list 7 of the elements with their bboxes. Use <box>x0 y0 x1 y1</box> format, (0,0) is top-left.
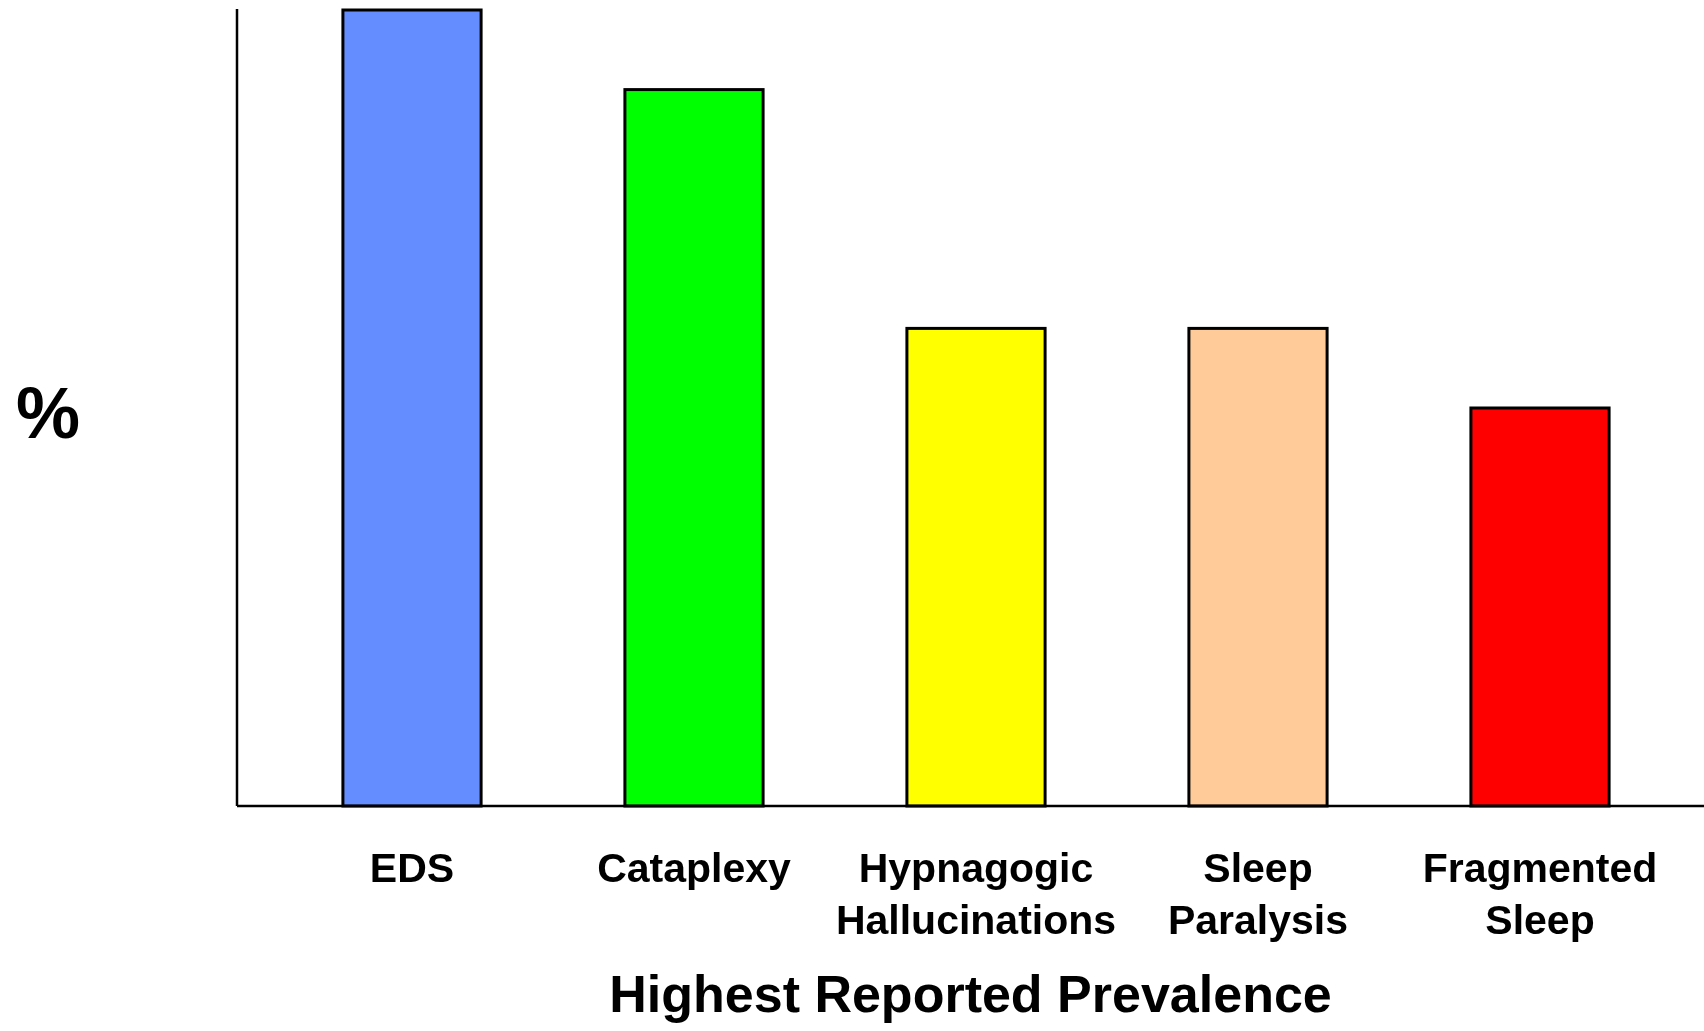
x-tick-label: Cataplexy <box>597 845 792 891</box>
x-tick-label: Fragmented Sleep <box>1422 845 1658 943</box>
x-axis-title: Highest Reported Prevalence <box>609 965 1332 1023</box>
y-axis-title: % <box>15 373 81 453</box>
x-tick-label: Hypnagogic Hallucinations <box>835 845 1117 943</box>
x-tick-label: EDS <box>369 845 455 891</box>
x-tick-label: Sleep Paralysis <box>1167 845 1349 943</box>
